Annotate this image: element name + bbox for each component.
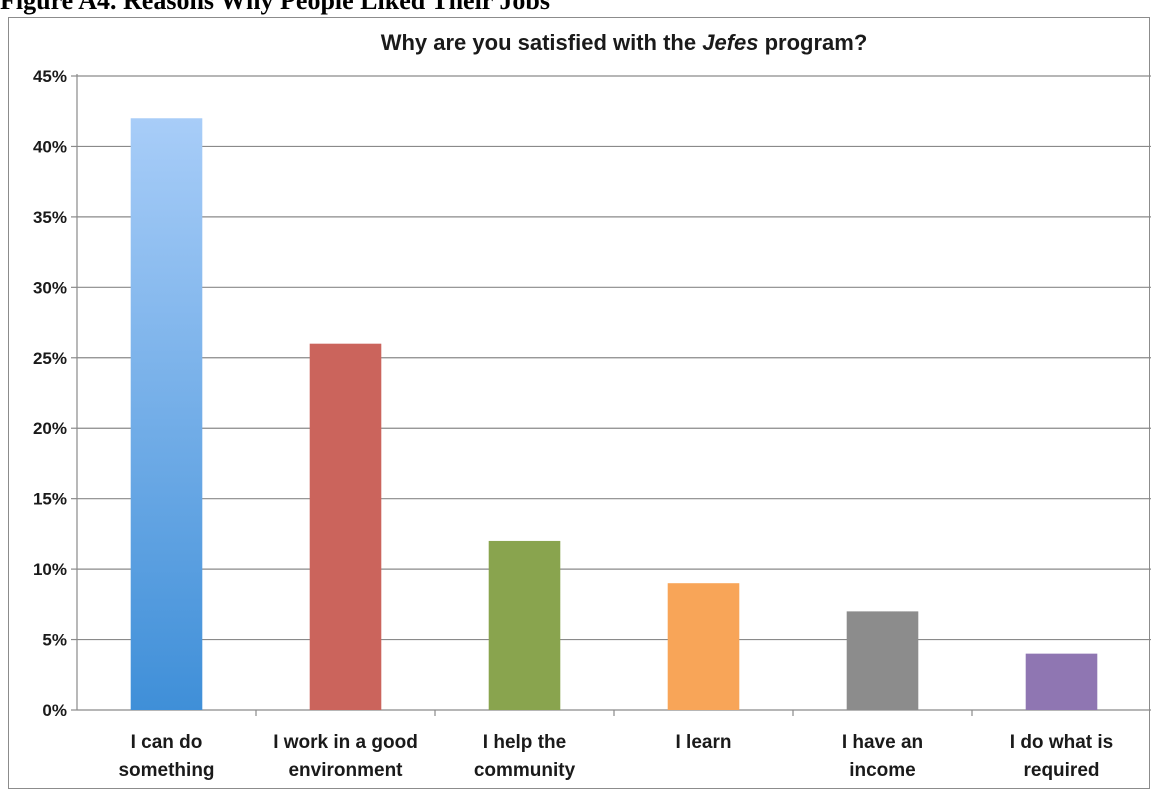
bar (1025, 653, 1098, 710)
y-tick-label: 5% (42, 631, 67, 650)
x-tick-label: I help the (483, 732, 566, 753)
y-tick-label: 15% (33, 490, 67, 509)
x-tick-label: income (849, 760, 916, 781)
figure-caption: Figure A4. Reasons Why People Liked Thei… (0, 0, 550, 15)
y-tick-label: 10% (33, 560, 67, 579)
chart-title-part: Why are you satisfied with the (381, 30, 703, 55)
bar (846, 611, 919, 710)
x-tick-label: I can do (131, 732, 203, 753)
y-tick-label: 25% (33, 349, 67, 368)
x-tick-label: I work in a good (273, 732, 418, 753)
bar-chart: Why are you satisfied with the Jefes pro… (33, 30, 1151, 781)
y-tick-label: 35% (33, 208, 67, 227)
x-tick-label: required (1023, 760, 1099, 781)
x-tick-label: I do what is (1010, 732, 1113, 753)
y-tick-label: 30% (33, 278, 67, 297)
y-tick-label: 20% (33, 419, 67, 438)
x-tick-label: I learn (676, 732, 732, 753)
chart-frame: Why are you satisfied with the Jefes pro… (8, 17, 1151, 789)
y-tick-label: 45% (33, 67, 67, 86)
chart-title-part: Jefes (702, 30, 758, 55)
chart-title-part: program? (759, 30, 868, 55)
x-tick-label: environment (288, 760, 403, 781)
bar (309, 343, 382, 710)
x-tick-label: something (118, 760, 214, 781)
bar (667, 583, 740, 710)
y-tick-label: 0% (42, 701, 67, 720)
x-tick-label: I have an (842, 732, 923, 753)
x-tick-label: community (474, 760, 576, 781)
y-tick-label: 40% (33, 137, 67, 156)
bar (130, 118, 203, 711)
bar (488, 540, 561, 710)
chart-title: Why are you satisfied with the Jefes pro… (381, 30, 868, 55)
